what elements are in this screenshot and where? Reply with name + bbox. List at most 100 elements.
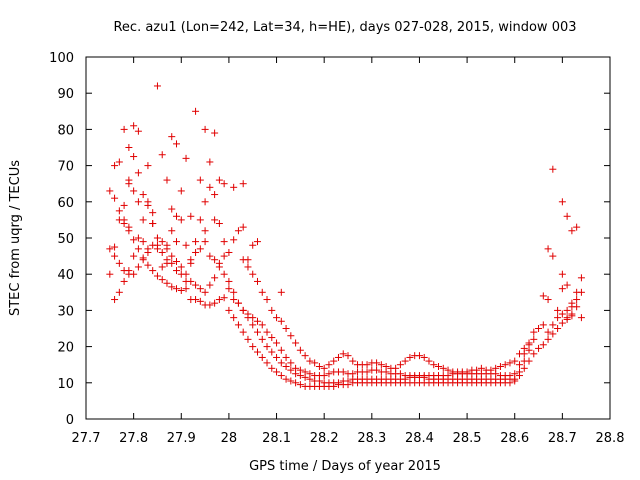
data-point [168,252,176,260]
data-point [230,183,238,191]
data-point [520,357,528,365]
y-tick-label: 60 [57,196,74,211]
data-point [173,267,181,275]
data-point [282,325,290,332]
data-point [120,277,128,285]
data-point [330,357,338,365]
data-point [177,216,185,224]
data-point [153,272,161,280]
data-point [215,176,223,184]
data-point [201,227,209,235]
data-point [530,335,538,343]
data-point [144,162,152,170]
data-point [177,270,185,278]
data-point [282,375,290,383]
data-point [282,353,290,361]
data-point [325,361,333,369]
data-point [511,370,519,378]
data-point [120,220,128,228]
data-point [201,288,209,296]
data-point [120,125,128,133]
x-tick-label: 27.7 [72,431,101,446]
data-point [106,245,114,253]
data-point [282,363,290,371]
data-point [525,341,533,349]
x-axis: 27.7 27.8 27.9 28 28.1 28.2 28.3 28.4 28.5 28.6 28… [72,57,624,446]
data-point [530,328,538,336]
data-point [206,158,214,166]
data-point [196,216,204,224]
data-point [292,339,300,347]
data-point [320,364,328,372]
data-point [130,270,138,278]
data-point [211,191,219,199]
y-axis-label: STEC from uqrg / TECUs [8,160,23,316]
data-point [344,352,352,360]
data-point [334,379,342,387]
data-point [563,314,571,322]
y-axis: 0 10 20 30 40 50 60 70 80 90 100 [49,51,610,428]
data-point [106,270,114,278]
data-point [520,344,528,352]
data-point [263,328,271,336]
data-point [115,259,123,267]
data-point [173,212,181,220]
data-point [211,274,219,282]
data-point [177,263,185,271]
data-point [382,363,390,371]
data-point [130,122,138,130]
data-point [158,151,166,159]
data-point [211,216,219,224]
data-point [153,82,161,90]
data-point [477,364,485,372]
data-point [134,127,142,135]
data-point [263,296,271,304]
chart-title: Rec. azu1 (Lon=242, Lat=34, h=HE), days … [113,20,576,35]
data-point [554,314,562,322]
data-point [249,321,257,329]
data-point [125,267,133,275]
data-point [268,306,276,314]
data-point [263,343,271,351]
data-point [258,335,266,343]
data-point [473,366,481,374]
data-point [182,277,190,285]
data-point [163,176,171,184]
data-point [277,359,285,367]
data-point [225,306,233,314]
data-point [144,261,152,269]
data-point [168,283,176,291]
data-point [111,194,119,202]
data-point [334,353,342,361]
data-point [192,296,200,304]
data-point [339,368,347,376]
data-point [239,223,247,231]
data-point [115,158,123,166]
data-point [320,372,328,380]
data-point [244,310,252,318]
data-point [363,368,371,376]
data-point [325,370,333,378]
data-point [239,328,247,336]
data-point [401,357,409,365]
data-point [273,353,281,361]
data-point [158,263,166,271]
data-point [501,361,509,369]
data-point [363,361,371,369]
data-point [192,248,200,256]
data-point [444,366,452,374]
data-point [520,364,528,372]
data-point [158,276,166,284]
data-point [377,361,385,369]
data-point [344,377,352,385]
data-point [134,263,142,271]
data-point [511,357,519,365]
data-point [149,267,157,275]
data-point [273,314,281,322]
data-point [192,238,200,246]
y-tick-label: 50 [57,232,74,247]
data-point [263,359,271,367]
data-point [182,154,190,162]
data-point [201,238,209,246]
